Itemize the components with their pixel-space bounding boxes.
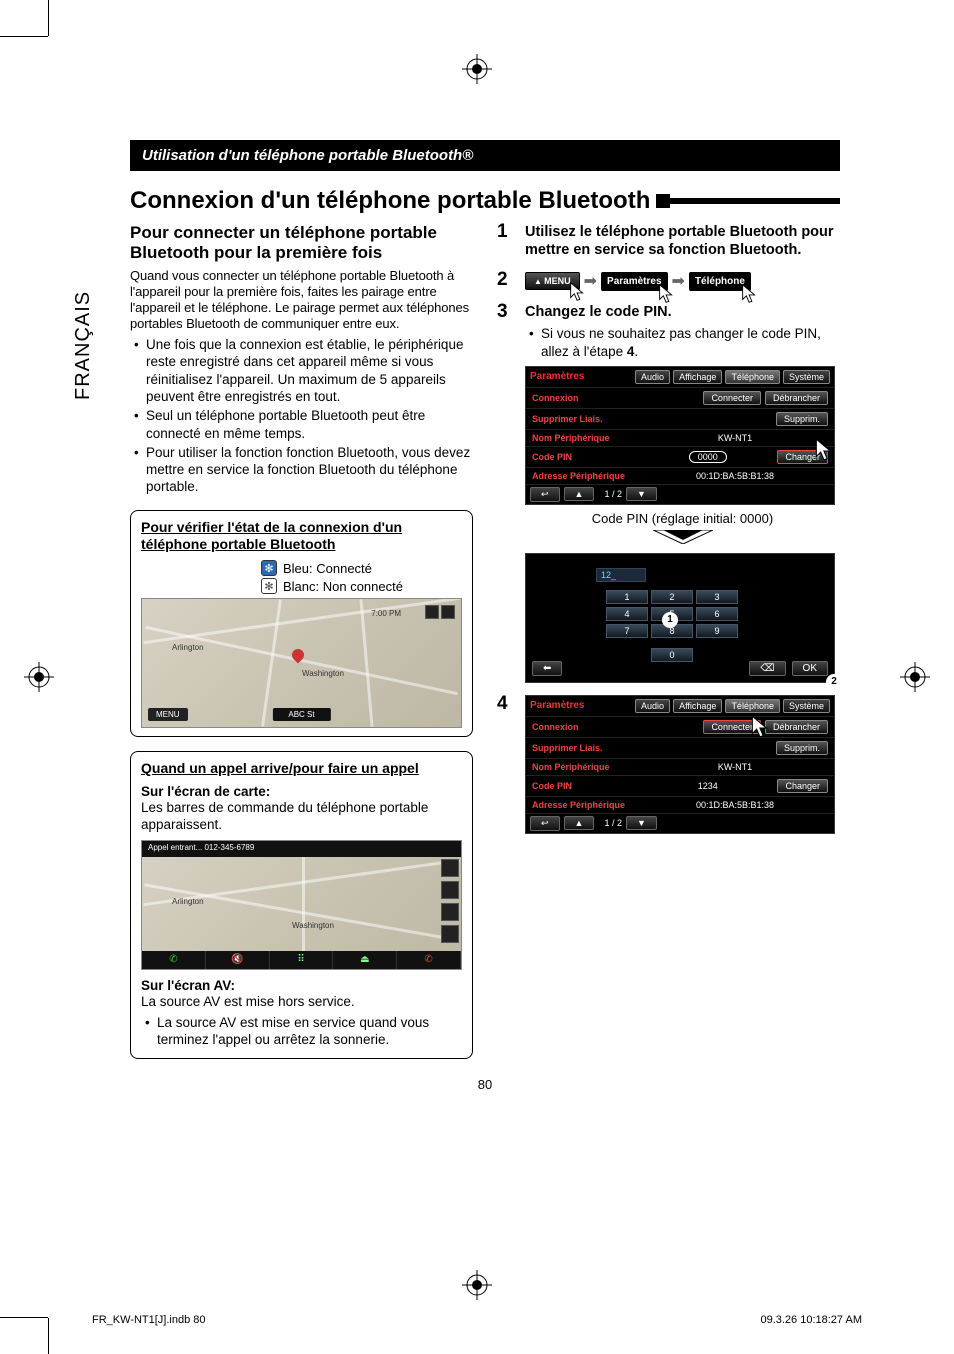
step-heading: Changez le code PIN. <box>525 303 840 321</box>
keypad-delete: ⌫ <box>749 661 785 676</box>
bullet-item: Si vous ne souhaitez pas changer le code… <box>525 325 840 360</box>
title-rule <box>660 198 840 204</box>
keypad-1: 1 <box>606 590 648 604</box>
keypad-0: 0 <box>651 648 693 662</box>
down-arrows-icon <box>525 530 840 549</box>
up-icon: ▲ <box>564 487 595 501</box>
footer-filename: FR_KW-NT1[J].indb 80 <box>92 1314 206 1326</box>
tab-systeme: Système <box>783 699 830 713</box>
keypad-ok: OK <box>792 661 828 676</box>
step-3: Changez le code PIN. Si vous ne souhaite… <box>497 303 840 683</box>
step-4: Paramètres Audio Affichage Téléphone Sys… <box>497 695 840 834</box>
telephone-button: Téléphone <box>689 272 751 291</box>
info-box-incoming-call: Quand un appel arrive/pour faire un appe… <box>130 751 473 1059</box>
settings-screenshot-1: Paramètres Audio Affichage Téléphone Sys… <box>525 366 835 505</box>
page-number: 80 <box>130 1077 840 1092</box>
footer-timestamp: 09.3.26 10:18:27 AM <box>760 1314 862 1326</box>
registration-mark <box>462 54 492 84</box>
keypad-2: 2 <box>651 590 693 604</box>
registration-mark <box>900 662 930 692</box>
back-icon: ↩ <box>530 816 560 831</box>
body-text: La source AV est mise hors service. <box>141 993 462 1010</box>
section-header-bar: Utilisation d'un téléphone portable Blue… <box>130 140 840 171</box>
keypad-3: 3 <box>696 590 738 604</box>
settings-screenshot-2: Paramètres Audio Affichage Téléphone Sys… <box>525 695 835 834</box>
keypad-9: 9 <box>696 624 738 638</box>
keypad-7: 7 <box>606 624 648 638</box>
caption-pin-default: Code PIN (réglage initial: 0000) <box>525 511 840 526</box>
tab-affichage: Affichage <box>673 370 722 384</box>
tab-telephone: Téléphone <box>725 699 780 713</box>
phone-mute-icon: 🔇 <box>206 951 270 969</box>
bullet-item: Une fois que la connexion est établie, l… <box>130 336 473 405</box>
phone-answer-icon: ✆ <box>142 951 206 969</box>
callout-1: 1 <box>662 612 678 628</box>
bluetooth-icon-white: ✻ <box>261 578 277 594</box>
info-box-connection-status: Pour vérifier l'état de la connexion d'u… <box>130 510 473 738</box>
back-icon: ↩ <box>530 487 560 502</box>
bullet-item: La source AV est mise en service quand v… <box>141 1014 462 1049</box>
tab-affichage: Affichage <box>673 699 722 713</box>
map-menu-button: MENU <box>148 708 188 721</box>
down-icon: ▼ <box>626 487 657 501</box>
bullet-item: Seul un téléphone portable Bluetooth peu… <box>130 407 473 442</box>
legend-not-connected: Blanc: Non connecté <box>283 579 403 594</box>
bluetooth-icon-blue: ✻ <box>261 560 277 576</box>
page-title: Connexion d'un téléphone portable Blueto… <box>130 187 650 215</box>
phone-end-icon: ✆ <box>397 951 461 969</box>
parametres-button: Paramètres <box>601 272 667 291</box>
map-screenshot: Arlington Washington 7:00 PM MENU ABC St <box>141 598 462 728</box>
settings-title: Paramètres <box>530 371 584 382</box>
pin-display: 12_ <box>596 568 646 582</box>
info-box-title: Pour vérifier l'état de la connexion d'u… <box>141 519 462 554</box>
subheading-first-connection: Pour connecter un téléphone portable Blu… <box>130 223 473 264</box>
tab-audio: Audio <box>635 370 670 384</box>
keypad-6: 6 <box>696 607 738 621</box>
legend-connected: Bleu: Connecté <box>283 561 372 576</box>
subheading-map-screen: Sur l'écran de carte: <box>141 784 462 799</box>
info-box-title: Quand un appel arrive/pour faire un appe… <box>141 760 419 778</box>
callout-2: 2 <box>826 674 842 690</box>
phone-keypad-icon: ⠿ <box>270 951 334 969</box>
tab-telephone: Téléphone <box>725 370 780 384</box>
settings-title: Paramètres <box>530 700 584 711</box>
body-text: Les barres de commande du téléphone port… <box>141 799 462 834</box>
keypad-screenshot: 12_ 1 2 3 4 5 6 7 8 9 0 <box>525 553 835 683</box>
tab-audio: Audio <box>635 699 670 713</box>
subheading-av-screen: Sur l'écran AV: <box>141 978 462 993</box>
bullet-item: Pour utiliser la fonction fonction Bluet… <box>130 444 473 496</box>
registration-mark <box>24 662 54 692</box>
registration-mark <box>462 1270 492 1300</box>
map-call-screenshot: Appel entrant... 012-345-6789 Arlington … <box>141 840 462 970</box>
step-1: Utilisez le téléphone portable Bluetooth… <box>497 223 840 259</box>
intro-paragraph: Quand vous connecter un téléphone portab… <box>130 268 473 332</box>
phone-eject-icon: ⏏ <box>333 951 397 969</box>
menu-button: ▲ MENU <box>525 272 580 290</box>
up-icon: ▲ <box>564 816 595 830</box>
keypad-back: ⬅ <box>532 661 562 676</box>
tab-systeme: Système <box>783 370 830 384</box>
step-heading: Utilisez le téléphone portable Bluetooth… <box>525 223 840 259</box>
down-icon: ▼ <box>626 816 657 830</box>
map-street-bar: ABC St <box>272 708 330 721</box>
keypad-4: 4 <box>606 607 648 621</box>
language-sidebar: FRANÇAIS <box>72 291 95 400</box>
step-2: ▲ MENU ➡ Paramètres ➡ Téléphone <box>497 271 840 291</box>
